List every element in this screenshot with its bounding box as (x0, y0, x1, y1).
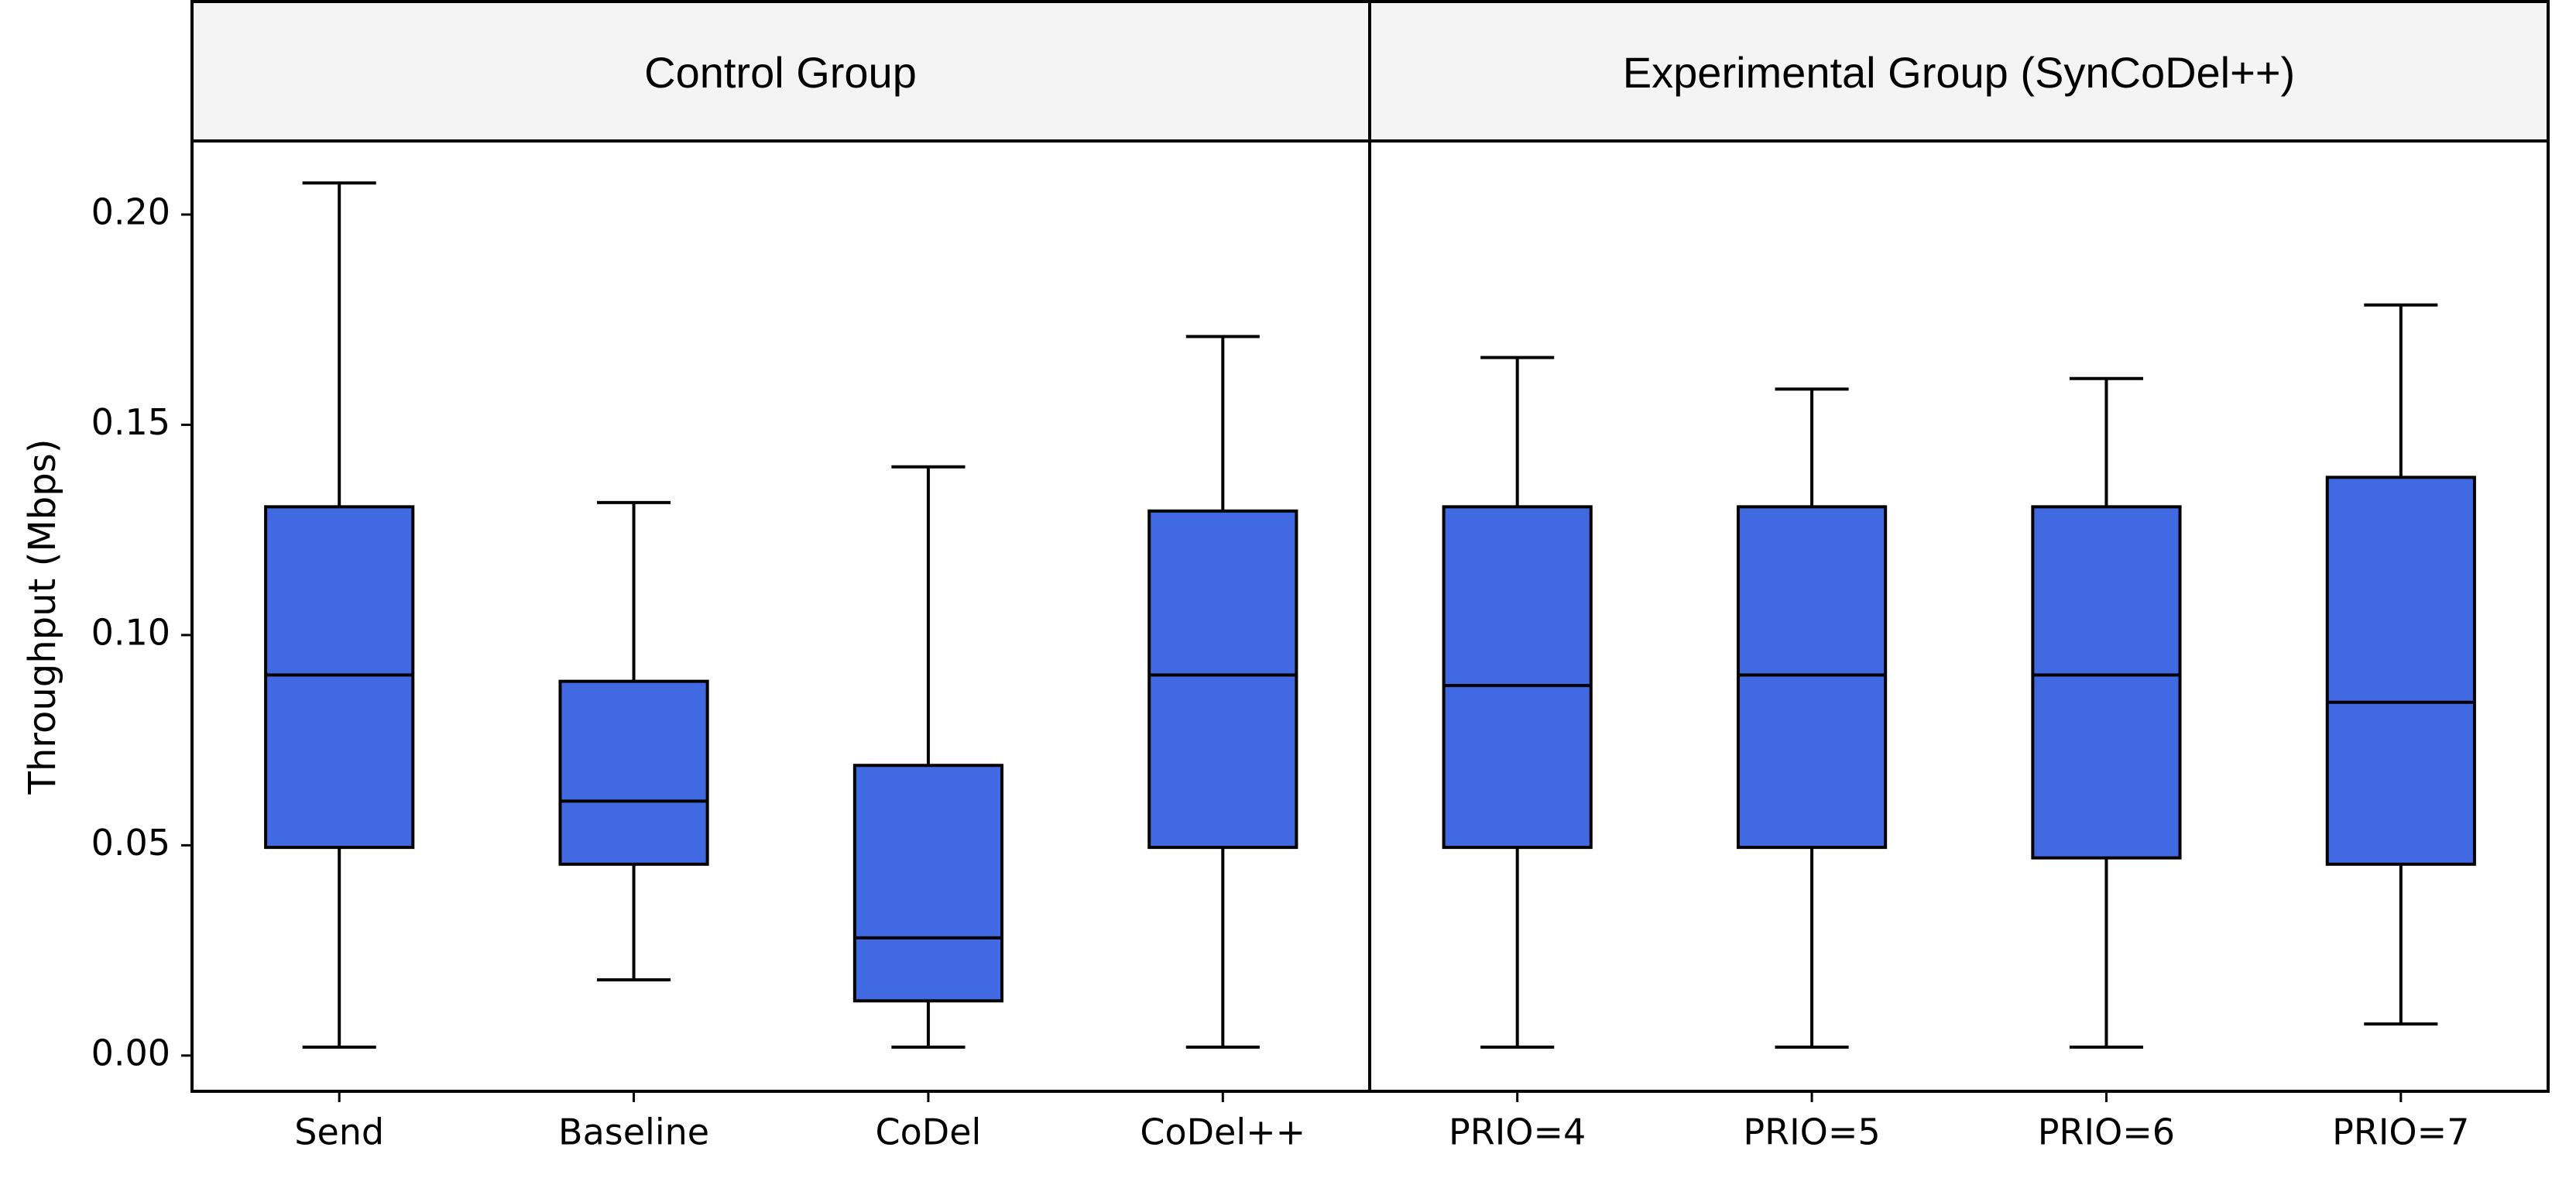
iqr-box (2031, 505, 2182, 860)
control-group-header (190, 0, 1371, 143)
x-tick-label: CoDel (876, 1111, 982, 1153)
box-prio-6 (2031, 376, 2182, 1049)
box-codel (852, 465, 1004, 1049)
y-tick-label: 0.15 (91, 401, 170, 443)
y-axis-label: Throughput (Mbps) (21, 439, 64, 795)
iqr-box (264, 505, 415, 850)
x-tick-label: PRIO=6 (2038, 1111, 2175, 1153)
box-prio-7 (2325, 303, 2476, 1026)
iqr-box (1442, 505, 1593, 850)
iqr-box (1736, 505, 1888, 850)
y-tick-label: 0.05 (91, 822, 170, 864)
box-prio-5 (1736, 387, 1888, 1049)
x-tick-label: Baseline (558, 1111, 709, 1153)
box-prio-4 (1442, 356, 1593, 1049)
experimental-group-header (1368, 0, 2550, 143)
y-tick-label: 0.20 (91, 191, 170, 233)
iqr-box (852, 764, 1004, 1003)
boxes-layer (264, 181, 2476, 1049)
experimental-group-label: Experimental Group (SynCoDel++) (1623, 48, 2295, 97)
y-tick-label: 0.00 (91, 1032, 170, 1073)
y-axis-ticks: 0.00 0.05 0.10 0.15 0.20 (91, 191, 192, 1073)
iqr-box (2325, 476, 2476, 866)
x-axis-ticks: Send Baseline CoDel CoDel++ PRIO=4 PRIO=5 PRIO… (294, 1091, 2469, 1153)
box-send (264, 181, 415, 1049)
iqr-box (558, 679, 709, 866)
box-baseline (558, 500, 709, 982)
x-tick-label: CoDel++ (1140, 1111, 1305, 1153)
x-tick-label: PRIO=4 (1449, 1111, 1586, 1153)
box-codel- (1147, 335, 1298, 1049)
control-group-label: Control Group (644, 48, 917, 97)
x-tick-label: PRIO=5 (1743, 1111, 1880, 1153)
y-tick-label: 0.10 (91, 611, 170, 653)
x-tick-label: PRIO=7 (2332, 1111, 2469, 1153)
iqr-box (1147, 509, 1298, 850)
x-tick-label: Send (294, 1111, 384, 1153)
